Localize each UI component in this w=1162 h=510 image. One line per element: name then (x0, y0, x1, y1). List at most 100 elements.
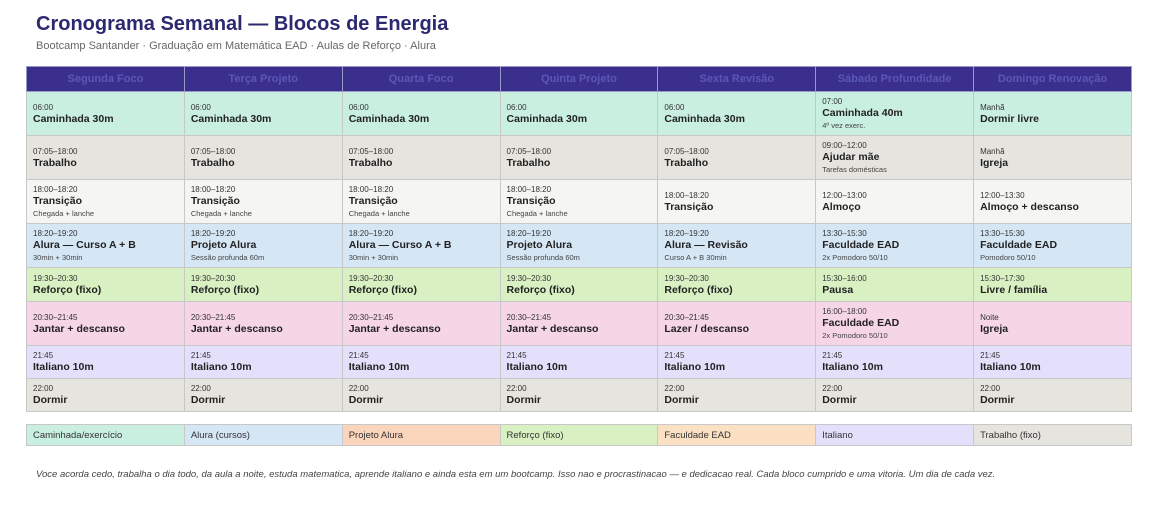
day-header: Segunda Foco (26, 66, 185, 92)
block-activity: Transição (33, 195, 83, 207)
page-title: Cronograma Semanal — Blocos de Energia (36, 13, 449, 35)
block-activity: Almoço + descanso (980, 200, 1079, 213)
schedule-cell: 20:30–21:45 Jantar + descanso (183, 301, 343, 346)
time-block-row: 18:20–19:20 Alura — Curso A + B 30min + 30… (26, 223, 1132, 268)
block-activity: Faculdade EAD (980, 239, 1058, 251)
block-activity: Caminhada 30m (664, 112, 745, 125)
schedule-cell: 20:30–21:45 Jantar + descanso (26, 301, 185, 346)
block-activity: Italiano 10m (33, 361, 94, 373)
block-activity: Caminhada 30m (33, 112, 114, 125)
block-time: 22:00 (348, 384, 369, 393)
block-note: Chegada + lanche (190, 209, 252, 218)
day-header: Sexta Revisão (657, 66, 817, 92)
schedule-cell: 15:30–16:00 Pausa (815, 267, 975, 302)
schedule-cell: 22:00 Dormir (26, 378, 185, 412)
schedule-cell: 13:30–15:30 Faculdade EAD 2x Pomodoro 50/1… (815, 223, 975, 268)
block-time: 07:05–18:00 (348, 146, 394, 156)
block-time: 07:05–18:00 (190, 146, 236, 156)
block-time: 22:00 (980, 384, 1001, 393)
schedule-cell: 18:00–18:20 Transição Chegada + lanche (341, 179, 501, 224)
day-header: Terça Projeto (183, 66, 343, 92)
schedule-cell: 22:00 Dormir (973, 378, 1132, 412)
schedule-cell: 18:00–18:20 Transição Chegada + lanche (26, 179, 185, 224)
schedule-cell: 19:30–20:30 Reforço (fixo) (341, 267, 501, 302)
block-time: 06:00 (506, 102, 527, 112)
block-activity: Alura — Curso A + B (33, 239, 136, 251)
block-activity: Lazer / descanso (664, 322, 749, 335)
schedule-cell: 07:05–18:00 Trabalho (341, 135, 501, 180)
block-note: 30min + 30min (33, 253, 83, 262)
block-time: 18:00–18:20 (506, 185, 552, 194)
schedule-cell: 09:00–12:00 Ajudar mãe Tarefas domésticas (815, 135, 975, 180)
block-activity: Jantar + descanso (33, 322, 125, 335)
block-activity: Transição (506, 195, 556, 207)
block-time: 21:45 (822, 351, 843, 360)
block-time: 06:00 (33, 102, 54, 112)
schedule-cell: 19:30–20:30 Reforço (fixo) (499, 267, 659, 302)
block-time: 07:05–18:00 (506, 146, 552, 156)
block-activity: Dormir (348, 394, 384, 406)
block-activity: Dormir (190, 394, 226, 406)
block-time: 22:00 (822, 384, 843, 393)
schedule-cell: 22:00 Dormir (341, 378, 501, 412)
block-activity: Livre / família (980, 283, 1048, 296)
block-activity: Dormir (506, 394, 541, 406)
color-legend: Caminhada/exercício Alura (cursos) Projeto… (26, 424, 1132, 446)
block-time: 06:00 (664, 102, 685, 112)
schedule-cell: 07:05–18:00 Trabalho (499, 135, 659, 180)
schedule-cell: 07:05–18:00 Trabalho (26, 135, 185, 180)
block-activity: Trabalho (33, 156, 77, 169)
block-activity: Caminhada 40m (822, 107, 903, 119)
schedule-cell: 21:45 Italiano 10m (183, 345, 343, 379)
schedule-cell: Noite Igreja (973, 301, 1132, 346)
block-note: Sessão profunda 60m (190, 253, 265, 262)
day-header: Quarta Foco (341, 66, 501, 92)
block-time: 22:00 (506, 384, 527, 393)
block-time: 18:20–19:20 (190, 229, 236, 238)
block-time: 22:00 (190, 384, 211, 393)
block-time: 09:00–12:00 (822, 141, 867, 150)
schedule-cell: 22:00 Dormir (499, 378, 659, 412)
motivational-footer: Voce acorda cedo, trabalha o dia todo, d… (36, 469, 996, 480)
block-activity: Caminhada 30m (506, 112, 588, 125)
schedule-cell: 15:30–17:30 Livre / família (973, 267, 1132, 302)
block-activity: Italiano 10m (980, 361, 1041, 373)
legend-item: Italiano (815, 424, 975, 446)
time-block-row: 19:30–20:30 Reforço (fixo) 19:30–20:30 Refo… (26, 267, 1132, 302)
legend-item: Caminhada/exercício (26, 424, 185, 446)
block-time: 16:00–18:00 (822, 307, 867, 316)
block-time: 20:30–21:45 (664, 312, 709, 322)
block-activity: Faculdade EAD (822, 239, 900, 251)
block-time: 07:05–18:00 (664, 146, 709, 156)
schedule-cell: 18:20–19:20 Projeto Alura Sessão profunda … (183, 223, 343, 268)
block-activity: Jantar + descanso (348, 322, 441, 335)
block-activity: Reforço (fixo) (190, 283, 260, 296)
block-time: 19:30–20:30 (348, 273, 394, 283)
block-activity: Trabalho (190, 156, 235, 169)
block-activity: Jantar + descanso (506, 322, 599, 335)
block-activity: Dormir (33, 394, 68, 406)
block-activity: Igreja (980, 322, 1009, 335)
schedule-cell: 18:20–19:20 Projeto Alura Sessão profunda … (499, 223, 659, 268)
block-time: Manhã (980, 146, 1005, 156)
block-time: 18:20–19:20 (506, 229, 552, 238)
block-time: 18:20–19:20 (664, 229, 709, 238)
schedule-cell: 13:30–15:30 Faculdade EAD Pomodoro 50/10 (973, 223, 1132, 268)
schedule-cell: 20:30–21:45 Lazer / descanso (657, 301, 817, 346)
day-header: Domingo Renovação (973, 66, 1132, 92)
schedule-cell: 18:20–19:20 Alura — Curso A + B 30min + 30… (26, 223, 185, 268)
block-activity: Italiano 10m (506, 361, 568, 373)
block-activity: Reforço (fixo) (664, 283, 733, 296)
block-activity: Projeto Alura (506, 239, 573, 251)
schedule-cell: 16:00–18:00 Faculdade EAD 2x Pomodoro 50/1… (815, 301, 975, 346)
schedule-cell: 22:00 Dormir (815, 378, 975, 412)
schedule-cell: 07:05–18:00 Trabalho (657, 135, 817, 180)
schedule-cell: 21:45 Italiano 10m (499, 345, 659, 379)
block-time: 20:30–21:45 (348, 312, 394, 322)
day-header-row: Segunda Foco Terça Projeto Quarta Foco Quin… (26, 66, 1132, 92)
block-activity: Pausa (822, 283, 854, 296)
time-block-row: 21:45 Italiano 10m 21:45 Italiano 10m 21:45 I… (26, 345, 1132, 379)
schedule-cell: Manhã Dormir livre (973, 91, 1132, 136)
block-time: 07:00 (822, 97, 843, 106)
schedule-cell: 21:45 Italiano 10m (657, 345, 817, 379)
